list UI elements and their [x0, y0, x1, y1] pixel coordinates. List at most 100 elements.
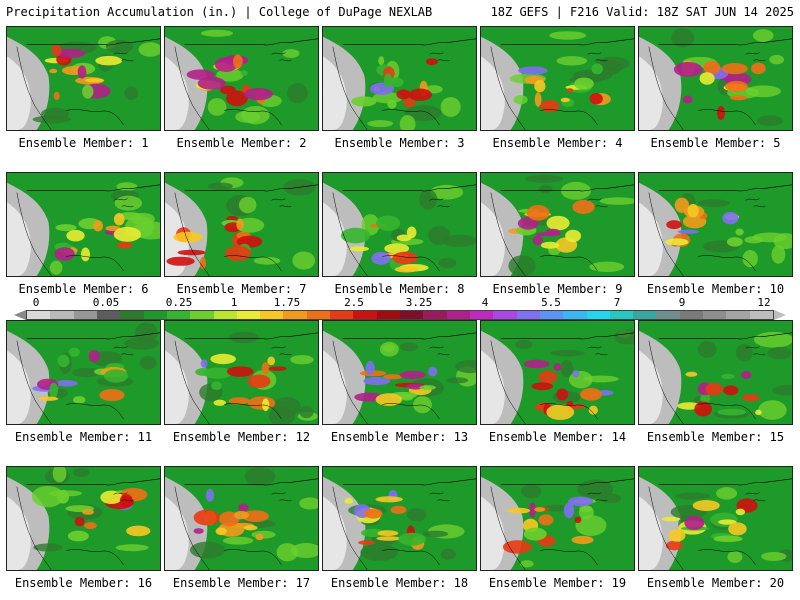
colorbar-cell — [213, 311, 237, 319]
colorbar-cell — [400, 311, 424, 319]
ensemble-panel: Ensemble Member: 12 — [164, 320, 319, 445]
precip-map — [164, 172, 319, 277]
colorbar-cell — [143, 311, 167, 319]
ensemble-panel: Ensemble Member: 16 — [6, 466, 161, 591]
panel-label: Ensemble Member: 7 — [176, 282, 307, 296]
ensemble-panel: Ensemble Member: 3 — [322, 26, 477, 151]
colorbar-tick-label: 3.25 — [405, 296, 433, 309]
panel-label: Ensemble Member: 11 — [14, 430, 153, 444]
precip-map — [480, 466, 635, 571]
colorbar-cell — [469, 311, 494, 319]
colorbar-tick-label: 7 — [613, 296, 621, 309]
colorbar-cell — [749, 311, 773, 319]
ensemble-panel: Ensemble Member: 2 — [164, 26, 319, 151]
colorbar-cell — [260, 311, 284, 319]
precip-map — [6, 26, 161, 131]
colorbar: 0 0.05 0.25 1 1.75 2.5 3.25 4 5.5 7 9 12 — [14, 296, 786, 321]
precip-map — [638, 466, 793, 571]
colorbar-tick-label: 4 — [481, 296, 489, 309]
ensemble-panel: Ensemble Member: 10 — [638, 172, 793, 297]
precip-map — [480, 172, 635, 277]
colorbar-cell — [166, 311, 191, 319]
precip-map — [322, 320, 477, 425]
colorbar-cell — [703, 311, 727, 319]
colorbar-cell — [96, 311, 121, 319]
ensemble-panel: Ensemble Member: 5 — [638, 26, 793, 151]
colorbar-tick-label: 5.5 — [541, 296, 561, 309]
precip-map — [6, 320, 161, 425]
colorbar-cell — [120, 311, 144, 319]
colorbar-cells — [26, 310, 774, 320]
colorbar-tick-label: 1.75 — [273, 296, 301, 309]
colorbar-tick-label: 9 — [678, 296, 686, 309]
colorbar-tick-label: 2.5 — [344, 296, 364, 309]
colorbar-tick-label: 0 — [32, 296, 40, 309]
colorbar-labels: 0 0.05 0.25 1 1.75 2.5 3.25 4 5.5 7 9 12 — [14, 296, 786, 309]
colorbar-cell — [563, 311, 587, 319]
colorbar-cell — [190, 311, 214, 319]
ensemble-panel: Ensemble Member: 1 — [6, 26, 161, 151]
colorbar-cell — [726, 311, 750, 319]
colorbar-cell — [609, 311, 634, 319]
valid-time: 18Z GEFS | F216 Valid: 18Z SAT JUN 14 20… — [490, 5, 794, 19]
colorbar-cell — [586, 311, 610, 319]
colorbar-tick-label: 1 — [230, 296, 238, 309]
panel-label: Ensemble Member: 2 — [176, 136, 307, 150]
page-title: Precipitation Accumulation (in.) | Colle… — [6, 5, 433, 19]
colorbar-min-arrow — [14, 310, 26, 320]
ensemble-panel: Ensemble Member: 17 — [164, 466, 319, 591]
ensemble-panel: Ensemble Member: 11 — [6, 320, 161, 445]
colorbar-tick-label: 12 — [757, 296, 771, 309]
precip-map — [164, 466, 319, 571]
precip-map — [638, 172, 793, 277]
ensemble-panel: Ensemble Member: 7 — [164, 172, 319, 297]
panel-label: Ensemble Member: 4 — [492, 136, 623, 150]
colorbar-cell — [376, 311, 400, 319]
colorbar-tick-label: 0.25 — [165, 296, 193, 309]
ensemble-panel: Ensemble Member: 20 — [638, 466, 793, 591]
panel-label: Ensemble Member: 5 — [650, 136, 781, 150]
colorbar-cell — [73, 311, 97, 319]
precip-map — [480, 26, 635, 131]
ensemble-panel: Ensemble Member: 8 — [322, 172, 477, 297]
ensemble-panel: Ensemble Member: 6 — [6, 172, 161, 297]
panel-label: Ensemble Member: 14 — [488, 430, 627, 444]
colorbar-cell — [656, 311, 680, 319]
panel-label: Ensemble Member: 8 — [334, 282, 465, 296]
precip-map — [322, 466, 477, 571]
ensemble-panel: Ensemble Member: 18 — [322, 466, 477, 591]
panel-label: Ensemble Member: 1 — [18, 136, 149, 150]
panel-label: Ensemble Member: 18 — [330, 576, 469, 590]
precip-map — [638, 26, 793, 131]
ensemble-panel: Ensemble Member: 9 — [480, 172, 635, 297]
ensemble-panel: Ensemble Member: 4 — [480, 26, 635, 151]
colorbar-cell — [633, 311, 657, 319]
colorbar-cell — [50, 311, 74, 319]
colorbar-cell — [516, 311, 540, 319]
panel-label: Ensemble Member: 19 — [488, 576, 627, 590]
colorbar-cell — [27, 311, 51, 319]
colorbar-cell — [493, 311, 517, 319]
colorbar-cell — [446, 311, 470, 319]
precip-map — [6, 466, 161, 571]
colorbar-tick-label: 0.05 — [92, 296, 120, 309]
precip-map — [322, 172, 477, 277]
ensemble-panel: Ensemble Member: 19 — [480, 466, 635, 591]
panel-label: Ensemble Member: 16 — [14, 576, 153, 590]
precip-map — [6, 172, 161, 277]
ensemble-panel: Ensemble Member: 13 — [322, 320, 477, 445]
precip-map — [164, 26, 319, 131]
precip-map — [638, 320, 793, 425]
ensemble-panel: Ensemble Member: 15 — [638, 320, 793, 445]
colorbar-cell — [330, 311, 354, 319]
precip-map — [322, 26, 477, 131]
colorbar-cell — [539, 311, 564, 319]
panel-label: Ensemble Member: 15 — [646, 430, 785, 444]
panel-label: Ensemble Member: 9 — [492, 282, 623, 296]
colorbar-cell — [236, 311, 261, 319]
colorbar-max-arrow — [774, 310, 786, 320]
precip-map — [164, 320, 319, 425]
header: Precipitation Accumulation (in.) | Colle… — [0, 0, 800, 24]
panel-label: Ensemble Member: 12 — [172, 430, 311, 444]
panel-label: Ensemble Member: 17 — [172, 576, 311, 590]
